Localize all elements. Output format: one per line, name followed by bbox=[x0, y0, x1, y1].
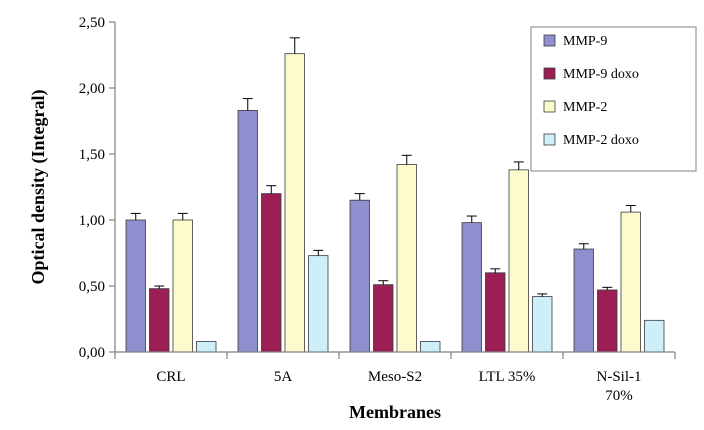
y-tick-label: 2,00 bbox=[79, 81, 105, 97]
x-tick-label: CRL bbox=[156, 369, 185, 385]
legend-swatch bbox=[543, 133, 556, 146]
bar bbox=[461, 222, 482, 353]
bar bbox=[284, 53, 305, 353]
legend-swatch bbox=[543, 67, 556, 80]
legend-box bbox=[530, 26, 697, 172]
y-ticks: 0,00 0,50 1,00 1,50 2,00 2,50 bbox=[79, 15, 115, 361]
bar bbox=[620, 211, 641, 353]
y-axis-title: Optical density (Integral) bbox=[28, 90, 49, 285]
bar bbox=[373, 284, 394, 353]
legend-label: MMP-9 bbox=[563, 34, 607, 49]
bar bbox=[508, 169, 529, 353]
bar bbox=[125, 219, 146, 353]
y-tick-label: 1,00 bbox=[79, 213, 105, 229]
bar bbox=[532, 296, 553, 353]
bar bbox=[149, 288, 170, 353]
bar bbox=[308, 255, 329, 353]
bar bbox=[261, 193, 282, 353]
x-tick-label: N-Sil-1 bbox=[597, 369, 642, 385]
x-ticks: CRL 5A Meso-S2 LTL 35% N-Sil-1 70% bbox=[114, 352, 676, 404]
bar bbox=[349, 199, 370, 353]
bar bbox=[485, 272, 506, 353]
bar bbox=[644, 319, 665, 353]
y-tick-label: 1,50 bbox=[79, 147, 105, 163]
y-tick-label: 0,00 bbox=[79, 345, 105, 361]
legend-swatch bbox=[543, 100, 556, 113]
legend: MMP-9 MMP-9 doxo MMP-2 MMP-2 doxo bbox=[530, 26, 697, 172]
x-tick-label: LTL 35% bbox=[479, 369, 536, 385]
bar bbox=[172, 219, 193, 353]
legend-label: MMP-2 bbox=[563, 100, 607, 115]
bar bbox=[196, 341, 217, 353]
bar bbox=[573, 248, 594, 353]
x-tick-label-line2: 70% bbox=[605, 388, 633, 404]
bar bbox=[597, 289, 618, 353]
legend-label: MMP-2 doxo bbox=[563, 133, 639, 148]
x-tick-label: Meso-S2 bbox=[368, 369, 422, 385]
y-tick-label: 0,50 bbox=[79, 279, 105, 295]
x-tick-label: 5A bbox=[274, 369, 293, 385]
bar bbox=[237, 110, 258, 353]
bar bbox=[420, 341, 441, 353]
legend-label: MMP-9 doxo bbox=[563, 67, 639, 82]
legend-swatch bbox=[543, 34, 556, 47]
y-tick-label: 2,50 bbox=[79, 15, 105, 31]
axes-layer bbox=[114, 22, 675, 353]
bar bbox=[396, 164, 417, 353]
x-axis-title: Membranes bbox=[349, 402, 441, 422]
